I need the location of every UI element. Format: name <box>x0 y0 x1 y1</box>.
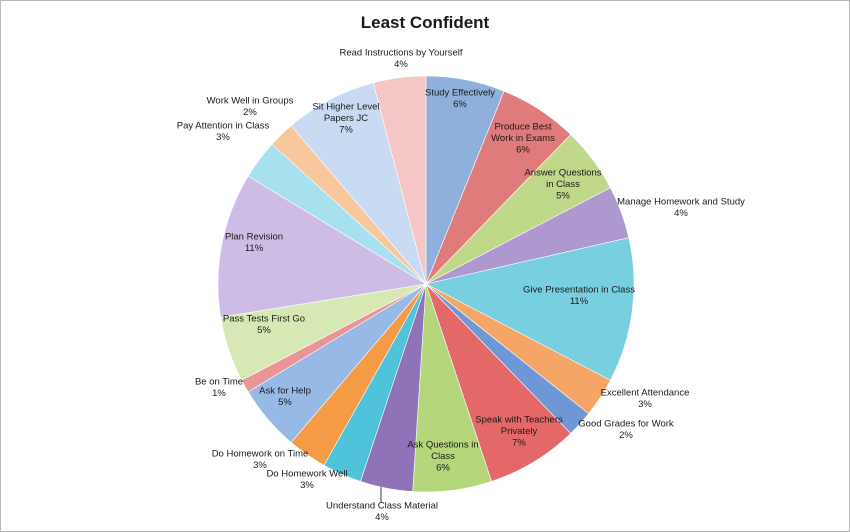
slice-label-study-effectively: Study Effectively 6% <box>425 87 495 110</box>
slice-label-read-instructions-by-yourself: Read Instructions by Yourself 4% <box>339 47 462 70</box>
chart-title: Least Confident <box>361 13 490 32</box>
slices-group <box>217 75 635 493</box>
slice-label-excellent-attendance: Excellent Attendance 3% <box>601 387 690 410</box>
slice-label-understand-class-material: Understand Class Material 4% <box>326 500 438 523</box>
slice-label-sit-higher-level-papers-jc: Sit Higher Level Papers JC 7% <box>312 102 379 136</box>
slice-label-work-well-in-groups: Work Well in Groups 2% <box>207 95 294 118</box>
slice-label-do-homework-well: Do Homework Well 3% <box>266 468 347 491</box>
slice-label-answer-questions-in-class: Answer Questions in Class 5% <box>524 168 601 202</box>
slice-label-produce-best-work-in-exams: Produce Best Work in Exams 6% <box>491 122 555 156</box>
slice-label-plan-revision: Plan Revision 11% <box>225 231 283 254</box>
pie-slice-plan-revision <box>217 175 427 318</box>
labels-group: Study Effectively 6% Produce Best Work in E… <box>177 47 745 523</box>
slice-label-pay-attention-in-class: Pay Attention in Class 3% <box>177 120 270 143</box>
slice-label-speak-with-teachers-privately: Speak with Teachers Privately 7% <box>475 415 563 449</box>
pie-slice-read-instructions-by-yourself <box>372 75 427 285</box>
pie-slice-give-presentation-in-class <box>425 237 635 381</box>
slice-label-do-homework-on-time: Do Homework on Time 3% <box>212 448 309 471</box>
slice-label-be-on-time: Be on Time 1% <box>195 376 243 399</box>
slice-label-manage-homework-and-study: Manage Homework and Study 4% <box>617 196 745 219</box>
slice-label-good-grades-for-work: Good Grades for Work 2% <box>578 418 674 441</box>
slice-label-ask-questions-in-class: Ask Questions in Class 6% <box>407 440 478 474</box>
slice-label-give-presentation-in-class: Give Presentation in Class 11% <box>523 284 635 307</box>
slice-label-ask-for-help: Ask for Help 5% <box>259 385 311 408</box>
slice-label-pass-tests-first-go: Pass Tests First Go 5% <box>223 313 305 336</box>
